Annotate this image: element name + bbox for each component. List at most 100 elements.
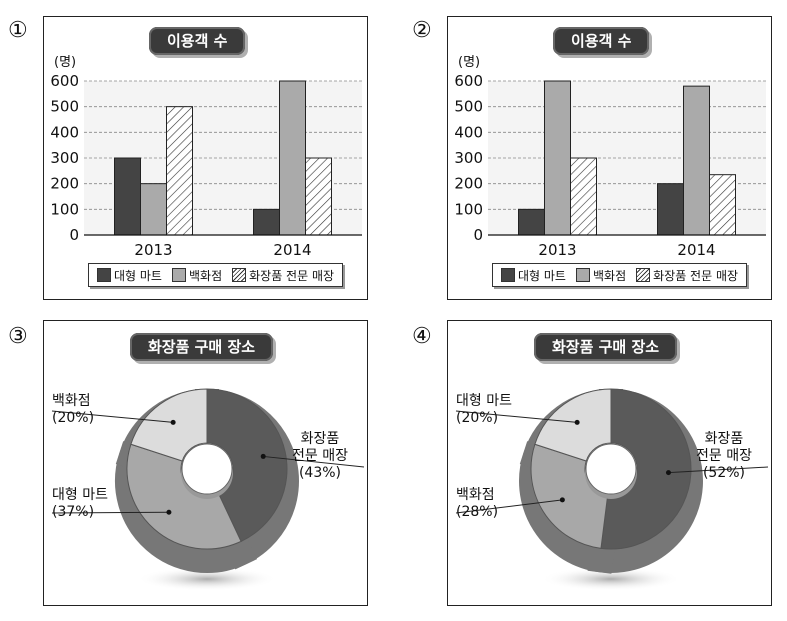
slice-percent: (37%) xyxy=(52,504,95,520)
y-axis-label: (명) xyxy=(54,55,76,70)
slice-name: 대형 마트 xyxy=(52,487,108,503)
legend-swatch xyxy=(575,268,590,282)
legend-label: 대형 마트 xyxy=(114,268,162,283)
leader-line xyxy=(455,499,563,514)
y-tick-label: 300 xyxy=(50,149,79,167)
chart-title: 화장품 구매 장소 xyxy=(130,333,274,361)
y-tick-label: 200 xyxy=(50,175,79,193)
chart-legend: 대형 마트 백화점 화장품 전문 매장 xyxy=(492,263,748,287)
slice-백화점 xyxy=(130,388,208,462)
chart-title: 이용객 수 xyxy=(149,27,246,55)
leader-line xyxy=(51,410,174,423)
legend-swatch xyxy=(501,268,515,282)
slice-percent: (20%) xyxy=(456,410,499,426)
option-number-2: ② xyxy=(412,18,432,43)
legend-swatch xyxy=(171,268,186,282)
bar-백화점-2013 xyxy=(544,80,571,236)
bar-화장품 전문 매장-2014 xyxy=(305,157,332,236)
option-number-1: ① xyxy=(8,18,28,43)
slice-percent: (28%) xyxy=(456,504,499,520)
bar-대형 마트-2013 xyxy=(114,157,141,236)
leader-line xyxy=(263,455,365,468)
y-tick-label: 500 xyxy=(454,98,483,116)
pie-shadow xyxy=(137,567,277,591)
legend-swatch xyxy=(232,268,247,282)
bar-대형 마트-2013 xyxy=(518,208,545,236)
y-tick-label: 600 xyxy=(454,72,483,90)
pie-chart-3 xyxy=(51,388,365,591)
leader-line xyxy=(51,511,169,514)
pie-chart-4 xyxy=(455,388,769,591)
slice-percent: (52%) xyxy=(702,465,746,481)
leader-dot xyxy=(166,509,172,515)
y-tick-label: 0 xyxy=(473,226,483,244)
slice-percent: (20%) xyxy=(52,410,95,426)
slice-label-mart: 대형 마트 (20%) xyxy=(456,393,512,427)
bar-화장품 전문 매장-2014 xyxy=(709,174,736,236)
leader-dot xyxy=(574,419,580,425)
slice-label-mart: 대형 마트 (37%) xyxy=(52,487,108,521)
bar-화장품 전문 매장-2013 xyxy=(570,157,597,236)
bar-대형 마트-2014 xyxy=(253,208,280,236)
y-tick-label: 200 xyxy=(454,175,483,193)
slice-label-dept: 백화점 (28%) xyxy=(456,487,498,521)
pie-chart-panel-4: 화장품 구매 장소 대형 마트 (20%) 백화점 (28%) 화장품 전문 매… xyxy=(447,320,772,606)
x-tick-label: 2013 xyxy=(134,241,172,259)
legend-swatch xyxy=(97,268,111,282)
slice-name: 백화점 xyxy=(52,393,91,409)
slice-percent: (43%) xyxy=(298,465,342,481)
slice-name-2: 전문 매장 xyxy=(696,448,752,464)
chart-title: 화장품 구매 장소 xyxy=(534,333,678,361)
leader-line xyxy=(668,466,769,474)
slice-label-cosmetic: 화장품 전문 매장 (43%) xyxy=(292,431,348,482)
legend-label: 화장품 전문 매장 xyxy=(653,268,739,283)
hole xyxy=(585,443,637,495)
leader-dot xyxy=(665,470,671,476)
chart-title: 이용객 수 xyxy=(553,27,650,55)
legend-item-cosmetic: 화장품 전문 매장 xyxy=(232,267,334,284)
option-number-3: ③ xyxy=(8,324,28,349)
pie-shadow xyxy=(541,567,681,591)
bar-chart-panel-1: 0 100 200 300 400 500 600 (명) 2013 2014 이용객 수 대형 … xyxy=(43,16,368,300)
slice-화장품 전문 매장 xyxy=(600,388,692,550)
hole xyxy=(181,443,233,495)
bar-chart-1: 0 100 200 300 400 500 600 (명) 2013 2014 xyxy=(50,55,362,259)
y-axis-label: (명) xyxy=(458,55,480,70)
bar-chart-panel-2: 0 100 200 300 400 500 600 (명) 2013 2014 이용객 수 대형 … xyxy=(447,16,772,300)
x-tick-label: 2014 xyxy=(677,241,715,259)
legend-item-dept: 백화점 xyxy=(171,267,223,284)
legend-label: 백화점 xyxy=(592,268,627,283)
legend-label: 화장품 전문 매장 xyxy=(249,268,335,283)
y-tick-label: 600 xyxy=(50,72,79,90)
bar-화장품 전문 매장-2013 xyxy=(166,106,193,236)
y-tick-label: 0 xyxy=(69,226,79,244)
y-tick-label: 400 xyxy=(50,123,79,141)
bar-백화점-2013 xyxy=(140,183,167,236)
slice-name: 화장품 xyxy=(704,431,744,447)
x-tick-label: 2014 xyxy=(273,241,311,259)
bar-백화점-2014 xyxy=(683,85,710,236)
y-tick-label: 500 xyxy=(50,98,79,116)
x-tick-label: 2013 xyxy=(538,241,576,259)
slice-label-cosmetic: 화장품 전문 매장 (52%) xyxy=(696,431,752,482)
y-tick-label: 100 xyxy=(50,200,79,218)
bar-대형 마트-2014 xyxy=(657,183,684,236)
pie-chart-panel-3: 화장품 구매 장소 백화점 (20%) 대형 마트 (37%) 화장품 전문 매… xyxy=(43,320,368,606)
legend-item-dept: 백화점 xyxy=(575,267,627,284)
chart-legend: 대형 마트 백화점 화장품 전문 매장 xyxy=(88,263,344,287)
slice-화장품 전문 매장 xyxy=(206,388,288,543)
legend-item-cosmetic: 화장품 전문 매장 xyxy=(636,267,738,284)
y-tick-label: 300 xyxy=(454,149,483,167)
leader-dot xyxy=(170,419,176,425)
legend-label: 대형 마트 xyxy=(518,268,566,283)
slice-name: 대형 마트 xyxy=(456,393,512,409)
slice-name-2: 전문 매장 xyxy=(292,448,348,464)
leader-line xyxy=(455,410,578,423)
legend-label: 백화점 xyxy=(188,268,223,283)
option-number-4: ④ xyxy=(412,324,432,349)
leader-dot xyxy=(559,497,565,503)
slice-name: 백화점 xyxy=(456,487,495,503)
bar-chart-2: 0 100 200 300 400 500 600 (명) 2013 2014 xyxy=(454,55,766,259)
slice-대형 마트 xyxy=(534,388,612,462)
slice-label-dept: 백화점 (20%) xyxy=(52,393,94,427)
